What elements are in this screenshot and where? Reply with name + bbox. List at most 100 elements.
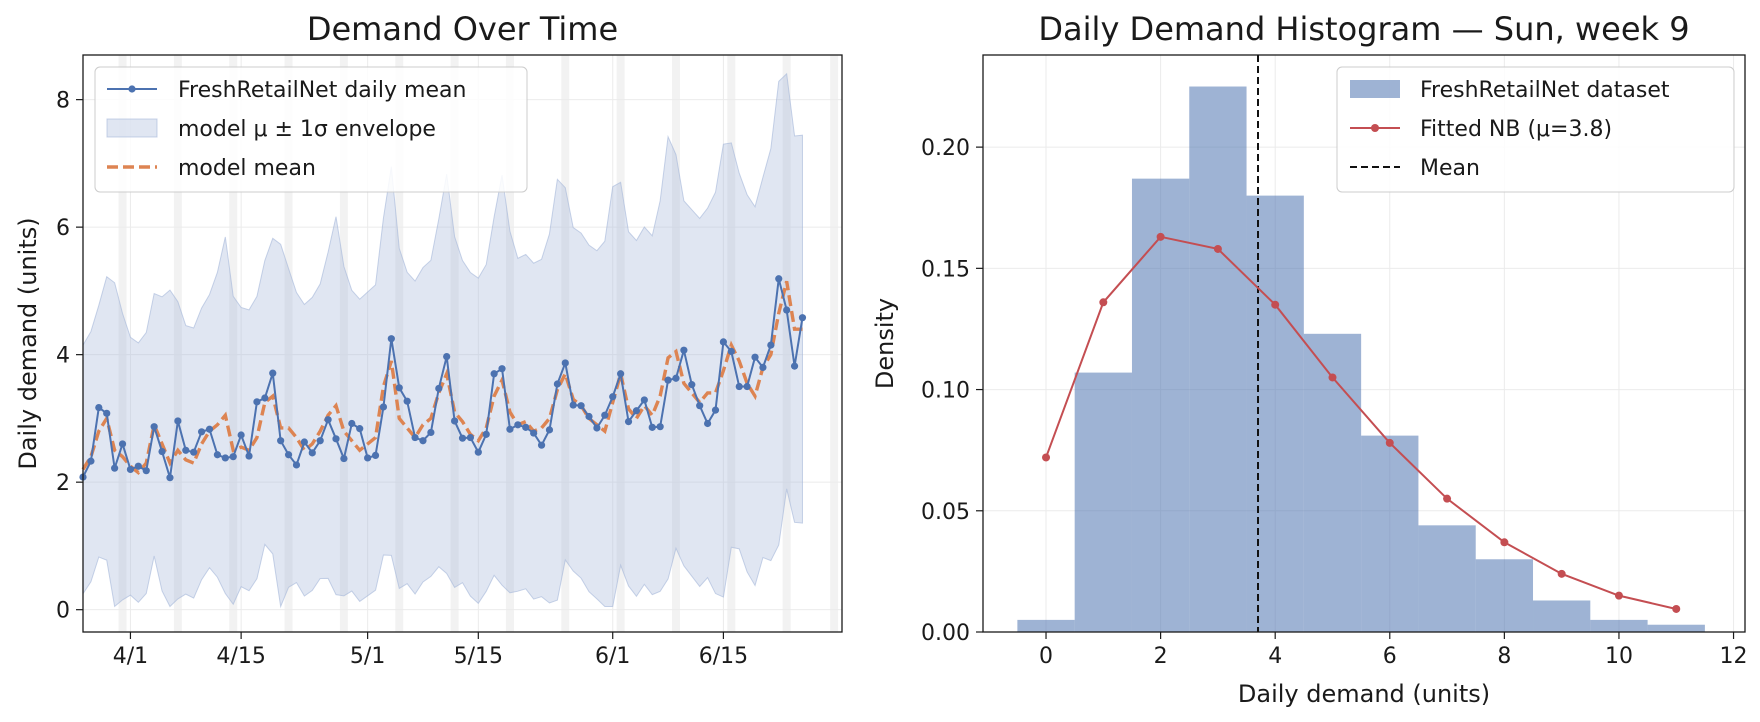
daily-mean-point: [190, 448, 198, 456]
legend-swatch-marker: [1371, 124, 1379, 132]
histogram-bar: [1074, 372, 1132, 632]
daily-mean-point: [545, 426, 554, 434]
y-tick-label: 6: [56, 216, 70, 241]
daily-mean-point: [767, 341, 775, 349]
fitted-nb-point: [1557, 569, 1566, 578]
daily-mean-point: [719, 338, 728, 346]
y-tick-label: 8: [56, 89, 70, 114]
daily-mean-point: [435, 384, 443, 393]
daily-mean-point: [783, 306, 791, 314]
highlight-day-strip: [561, 55, 570, 632]
legend-box: [94, 66, 528, 193]
y-axis-label: Daily demand (units): [14, 217, 42, 469]
daily-mean-point: [245, 452, 253, 460]
daily-mean-point: [340, 454, 348, 463]
highlight-day-strip: [830, 55, 839, 632]
daily-mean-point: [775, 275, 783, 283]
daily-mean-point: [537, 441, 546, 449]
daily-mean-point: [142, 467, 150, 475]
highlight-day-strip: [229, 55, 238, 632]
fitted-nb-point: [1042, 453, 1051, 462]
highlight-day-strip: [118, 55, 127, 632]
daily-mean-point: [197, 428, 206, 436]
daily-mean-point: [656, 423, 664, 431]
daily-mean-point: [648, 423, 656, 431]
histogram-bar: [1647, 624, 1705, 632]
legend: FreshRetailNet daily mean model μ ± 1σ en…: [94, 66, 528, 193]
daily-mean-point: [727, 347, 735, 356]
histogram-bar: [1246, 195, 1304, 632]
y-tick-label: 0.10: [921, 379, 970, 404]
legend-swatch-marker: [128, 85, 136, 93]
daily-mean-point: [569, 401, 577, 409]
legend-label: model mean: [178, 156, 316, 181]
daily-mean-point: [277, 437, 285, 445]
x-tick-label: 6: [1383, 644, 1397, 669]
daily-mean-point: [458, 434, 467, 442]
highlight-day-strip: [284, 55, 293, 632]
highlight-day-strip: [339, 55, 348, 632]
histogram-bar: [1475, 559, 1534, 632]
legend-swatch-bar: [1350, 80, 1400, 98]
y-tick-label: 2: [56, 471, 70, 496]
daily-mean-point: [561, 359, 569, 367]
daily-mean-point: [530, 429, 538, 437]
histogram-bar: [1418, 525, 1476, 632]
daily-mean-point: [798, 314, 807, 322]
daily-mean-point: [221, 454, 229, 462]
x-tick-label: 10: [1605, 644, 1633, 669]
daily-mean-point: [680, 346, 688, 354]
daily-mean-point: [269, 369, 277, 377]
chart-title: Daily Demand Histogram — Sun, week 9: [1038, 10, 1689, 48]
daily-mean-point: [356, 425, 364, 433]
daily-mean-point: [593, 424, 601, 432]
daily-mean-point: [316, 437, 324, 445]
daily-mean-point: [166, 474, 174, 482]
daily-mean-point: [577, 402, 585, 410]
histogram-bar: [1361, 435, 1419, 632]
plot-frame: [82, 54, 843, 633]
daily-demand-histogram-chart: 0.00 0.05 0.10 0.15 0.20 0 2 4 6 8 10 12 Daily Deman…: [871, 10, 1748, 708]
plot-frame: [982, 54, 1746, 633]
daily-mean-point: [743, 382, 751, 391]
x-tick-label: 12: [1720, 644, 1748, 669]
x-tick-label: 6/1: [595, 644, 630, 669]
fitted-nb-point: [1099, 298, 1108, 307]
daily-mean-point: [672, 374, 680, 382]
daily-mean-point: [601, 411, 609, 419]
x-axis-label: Daily demand (units): [1238, 680, 1490, 708]
fitted-nb-point: [1271, 300, 1280, 309]
daily-mean-point: [711, 406, 720, 414]
legend-label: FreshRetailNet daily mean: [178, 78, 466, 103]
daily-mean-point: [443, 352, 451, 361]
histogram-bar: [1017, 619, 1075, 632]
highlight-day-strip: [450, 55, 459, 632]
fitted-nb-point: [1443, 494, 1452, 503]
daily-mean-point: [87, 457, 95, 465]
histogram-bar: [1189, 86, 1247, 633]
daily-mean-point: [403, 397, 411, 405]
highlight-day-strip: [671, 55, 680, 632]
daily-mean-point: [253, 398, 261, 406]
model-mean-line: [81, 280, 803, 475]
daily-mean-point: [617, 370, 625, 378]
daily-mean-point: [759, 363, 767, 372]
daily-mean-point: [522, 423, 530, 431]
x-tick-label: 4: [1268, 644, 1282, 669]
daily-mean-point: [379, 403, 388, 411]
fitted-nb-point: [1614, 591, 1623, 600]
demand-over-time-chart: 0 2 4 6 8 4/1 4/15 5/1 5/15 6/1 6/15 Demand Over Ti…: [14, 10, 843, 669]
daily-mean-point: [514, 421, 522, 429]
daily-mean-point: [632, 407, 641, 415]
x-tick-label: 4/1: [113, 644, 148, 669]
daily-mean-point: [688, 381, 696, 389]
daily-mean-point: [703, 419, 712, 428]
daily-mean-point: [395, 384, 403, 392]
daily-mean-point: [640, 396, 648, 404]
daily-mean-point: [332, 435, 340, 443]
legend-swatch-band: [106, 118, 158, 138]
y-tick-label: 0.05: [921, 500, 970, 525]
daily-mean-point: [182, 446, 190, 454]
y-axis-label: Density: [871, 298, 899, 389]
